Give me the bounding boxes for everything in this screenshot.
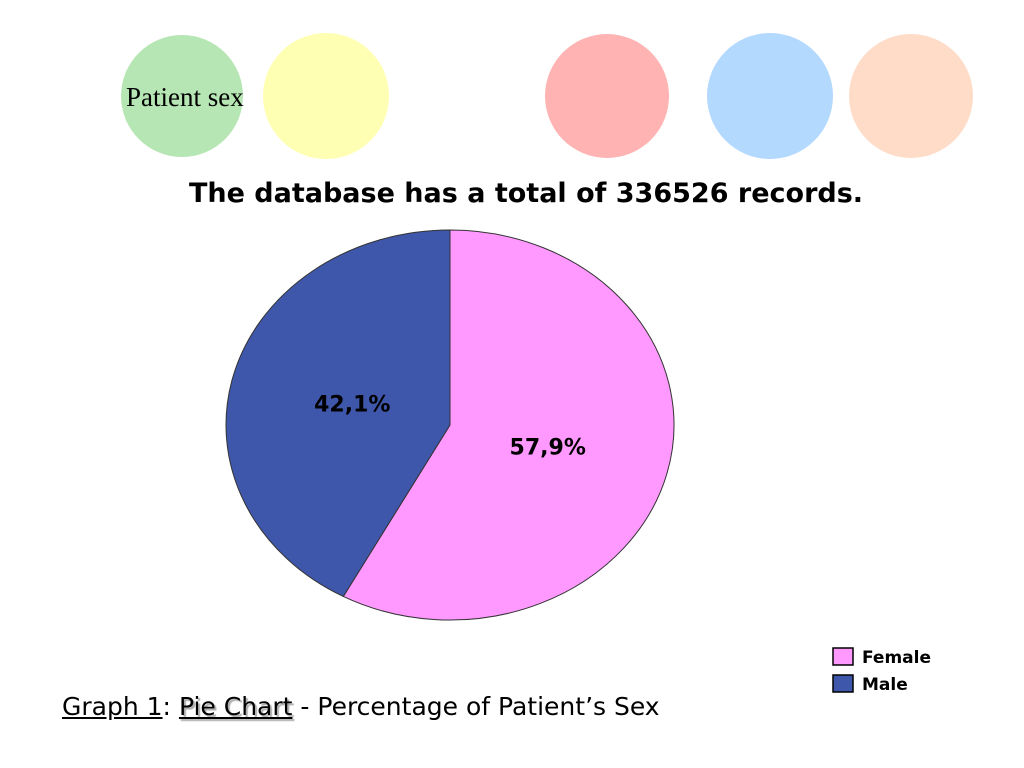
- data-label: 42,1%: [314, 392, 390, 417]
- heading: Patient sex: [126, 82, 244, 112]
- pie-slice: [225, 229, 451, 598]
- caption-text: Percentage of Patient’s Sex: [317, 692, 660, 721]
- decor-circle: [707, 33, 833, 159]
- legend-swatch: [832, 647, 854, 666]
- legend-entry: Female: [862, 648, 931, 668]
- caption-dash: -: [300, 692, 310, 721]
- decor-circle: [849, 34, 973, 158]
- decor-circle: [121, 35, 243, 157]
- pie-slice: [342, 229, 675, 621]
- decor-circle: [263, 33, 389, 159]
- caption-kind: Pie Chart: [178, 692, 293, 721]
- caption-label: Graph 1: [62, 692, 163, 721]
- legend-swatch: [832, 674, 854, 693]
- data-label: 57,9%: [510, 436, 586, 461]
- chart-title: The database has a total of 336526 recor…: [189, 178, 863, 209]
- caption-colon: :: [162, 692, 171, 721]
- caption: Graph 1: Pie Chart - Percentage of Patie…: [62, 692, 660, 721]
- legend-entry: Male: [862, 675, 908, 695]
- decor-circle: [545, 34, 669, 158]
